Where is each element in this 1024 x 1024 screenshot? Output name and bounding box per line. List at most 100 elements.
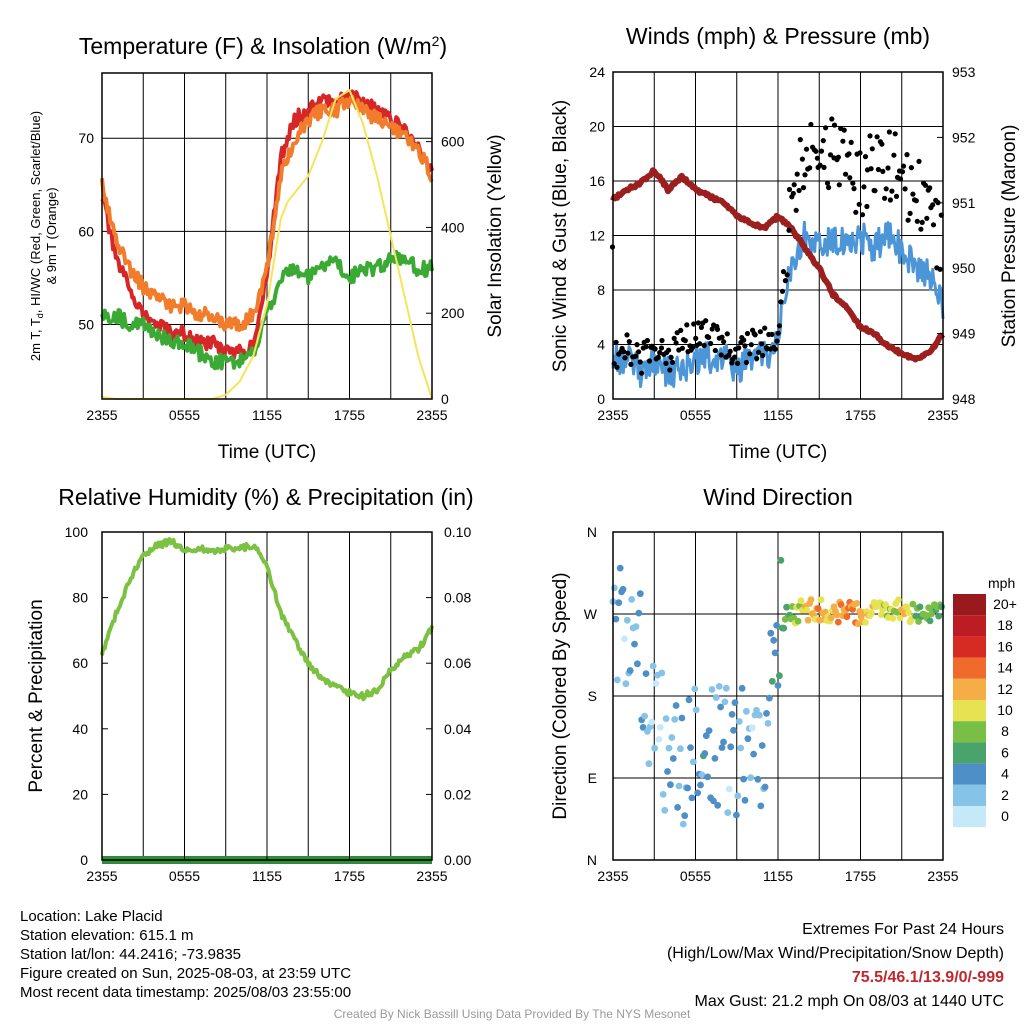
wind-gust-point xyxy=(752,332,758,338)
wind-gust-point xyxy=(691,321,697,327)
wind-gust-point xyxy=(879,141,885,147)
wind-gust-point xyxy=(823,125,829,131)
y-tick-label-left: 70 xyxy=(78,130,94,146)
y-tick-label-right: 0.08 xyxy=(444,590,471,606)
temperature-series-line xyxy=(100,250,434,371)
wind-gust-point xyxy=(836,182,842,188)
wind-gust-point xyxy=(709,326,715,332)
wind-gust-point xyxy=(843,171,849,177)
wind-gust-point xyxy=(757,329,764,335)
direction-point xyxy=(634,660,641,668)
direction-point xyxy=(761,783,769,791)
direction-point xyxy=(612,615,620,623)
wind-gust-point xyxy=(808,121,814,128)
wind-gust-point xyxy=(908,165,915,171)
wind-gust-point xyxy=(882,195,888,201)
wind-gust-point xyxy=(897,176,904,182)
direction-point xyxy=(615,599,623,607)
colorbar-swatch xyxy=(953,657,986,679)
direction-point xyxy=(659,791,667,798)
direction-point xyxy=(740,775,747,783)
y-tick-label-right: 953 xyxy=(952,64,976,80)
wind-gust-point xyxy=(886,129,893,135)
colorbar-title: mph xyxy=(988,575,1015,591)
wind-gust-point xyxy=(712,347,718,354)
wind-gust-point xyxy=(846,151,852,157)
wind-gust-point xyxy=(824,180,831,186)
extremes-subtitle: (High/Low/Max Wind/Precipitation/Snow De… xyxy=(666,945,1004,962)
wind-gust-point xyxy=(646,358,653,364)
wind-gust-point xyxy=(869,146,875,152)
direction-point xyxy=(711,755,719,762)
direction-point xyxy=(744,735,752,743)
wind-gust-point xyxy=(790,190,796,197)
wind-gust-point xyxy=(673,340,679,346)
direction-point xyxy=(722,684,730,692)
direction-point xyxy=(895,596,902,604)
y-tick-label-left: 60 xyxy=(78,223,94,239)
wind-gust-point xyxy=(880,168,886,174)
x-tick-label: 1755 xyxy=(845,868,876,884)
wind-gust-point xyxy=(747,351,753,357)
wind-gust-point xyxy=(634,342,640,348)
direction-point xyxy=(916,603,924,611)
y-tick-label-left: N xyxy=(587,852,597,868)
wind-gust-point xyxy=(682,338,688,344)
x-tick-label: 1755 xyxy=(334,407,365,423)
wind-gust-point xyxy=(885,165,891,171)
direction-point xyxy=(767,629,775,637)
wind-gust-point xyxy=(784,272,790,278)
wind-gust-point xyxy=(905,217,911,223)
direction-point xyxy=(803,606,811,614)
colorbar-label: 2 xyxy=(1001,787,1009,803)
extremes-values: 75.5/46.1/13.9/0/-999 xyxy=(851,969,1004,986)
wind-gust-point xyxy=(868,166,874,172)
direction-point xyxy=(938,603,945,611)
direction-point xyxy=(611,584,618,592)
wind-gust-point xyxy=(732,354,738,360)
x-tick-label: 1155 xyxy=(763,407,793,423)
wind-gust-point xyxy=(864,203,870,210)
winds-xlabel: Time (UTC) xyxy=(729,442,828,463)
wind-gust-point xyxy=(628,361,634,367)
wind-gust-point xyxy=(922,182,929,188)
wind-gust-point xyxy=(668,354,674,360)
direction-grid xyxy=(613,532,943,860)
direction-point xyxy=(668,734,676,741)
temperature-ylabel-right: Solar Insolation (Yellow) xyxy=(485,134,506,337)
wind-gust-point xyxy=(613,339,619,345)
direction-point xyxy=(741,796,749,804)
wind-gust-point xyxy=(742,343,748,349)
direction-point xyxy=(774,682,782,689)
direction-point xyxy=(717,703,724,711)
y-tick-label-left: S xyxy=(588,688,597,704)
wind-gust-point xyxy=(872,188,878,194)
direction-point xyxy=(701,750,709,757)
wind-gust-point xyxy=(862,154,869,160)
wind-gust-point xyxy=(807,165,813,171)
colorbar-label: 8 xyxy=(1001,723,1009,739)
direction-point xyxy=(889,614,897,622)
direction-point xyxy=(882,601,889,609)
direction-point xyxy=(667,781,674,789)
y-tick-label-left: W xyxy=(584,606,598,622)
winds-plot-area xyxy=(609,116,946,389)
y-tick-label-right: 0 xyxy=(441,391,449,407)
direction-point xyxy=(935,612,943,620)
direction-point xyxy=(669,755,677,762)
colorbar-label: 18 xyxy=(997,617,1013,633)
direction-point xyxy=(912,612,920,620)
wind-gust-point xyxy=(900,163,907,169)
x-tick-label: 2355 xyxy=(86,868,117,884)
direction-point xyxy=(648,718,656,726)
direction-point xyxy=(622,680,630,688)
wind-gust-point xyxy=(695,320,702,326)
direction-point xyxy=(763,710,770,717)
wind-gust-point xyxy=(657,350,663,356)
wind-gust-point xyxy=(794,171,800,177)
direction-point xyxy=(712,694,720,701)
direction-point xyxy=(621,635,628,643)
direction-point xyxy=(675,782,683,790)
x-tick-label: 2355 xyxy=(597,407,628,423)
wind-gust-point xyxy=(719,334,725,340)
